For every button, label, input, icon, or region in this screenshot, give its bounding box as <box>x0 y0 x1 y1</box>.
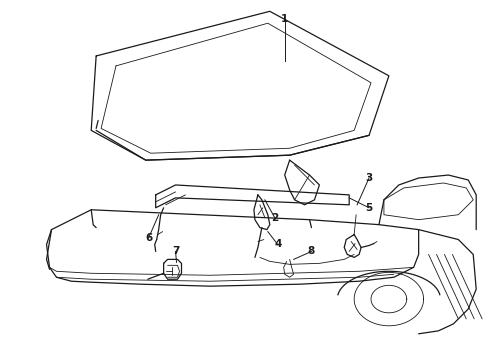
Text: 7: 7 <box>172 247 179 256</box>
Text: 8: 8 <box>308 247 315 256</box>
Text: 6: 6 <box>145 233 152 243</box>
Text: 4: 4 <box>274 239 281 249</box>
Text: 2: 2 <box>271 213 278 223</box>
Text: 1: 1 <box>281 14 288 24</box>
Text: 3: 3 <box>366 173 373 183</box>
Text: 5: 5 <box>366 203 373 213</box>
